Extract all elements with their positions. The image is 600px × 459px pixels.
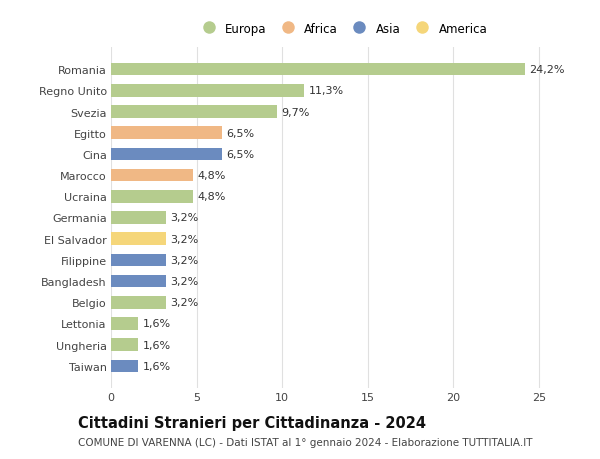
Bar [111,254,166,267]
Text: Cittadini Stranieri per Cittadinanza - 2024: Cittadini Stranieri per Cittadinanza - 2… [78,415,426,431]
Text: 3,2%: 3,2% [170,276,198,286]
Bar [111,212,166,224]
Legend: Europa, Africa, Asia, America: Europa, Africa, Asia, America [194,20,490,38]
Text: 6,5%: 6,5% [227,150,254,160]
Bar [111,64,525,76]
Text: COMUNE DI VARENNA (LC) - Dati ISTAT al 1° gennaio 2024 - Elaborazione TUTTITALIA: COMUNE DI VARENNA (LC) - Dati ISTAT al 1… [78,437,533,447]
Bar [111,190,193,203]
Text: 4,8%: 4,8% [197,171,226,181]
Bar [111,360,139,372]
Bar [111,148,222,161]
Bar [111,318,139,330]
Text: 4,8%: 4,8% [197,192,226,202]
Text: 1,6%: 1,6% [143,361,171,371]
Text: 11,3%: 11,3% [308,86,344,96]
Text: 1,6%: 1,6% [143,340,171,350]
Bar [111,85,304,97]
Bar [111,169,193,182]
Bar [111,339,139,351]
Bar [111,106,277,118]
Text: 3,2%: 3,2% [170,234,198,244]
Text: 3,2%: 3,2% [170,297,198,308]
Bar [111,275,166,288]
Bar [111,233,166,246]
Text: 24,2%: 24,2% [529,65,565,75]
Bar [111,127,222,140]
Text: 6,5%: 6,5% [227,129,254,139]
Text: 3,2%: 3,2% [170,213,198,223]
Bar [111,296,166,309]
Text: 1,6%: 1,6% [143,319,171,329]
Text: 3,2%: 3,2% [170,255,198,265]
Text: 9,7%: 9,7% [281,107,310,117]
